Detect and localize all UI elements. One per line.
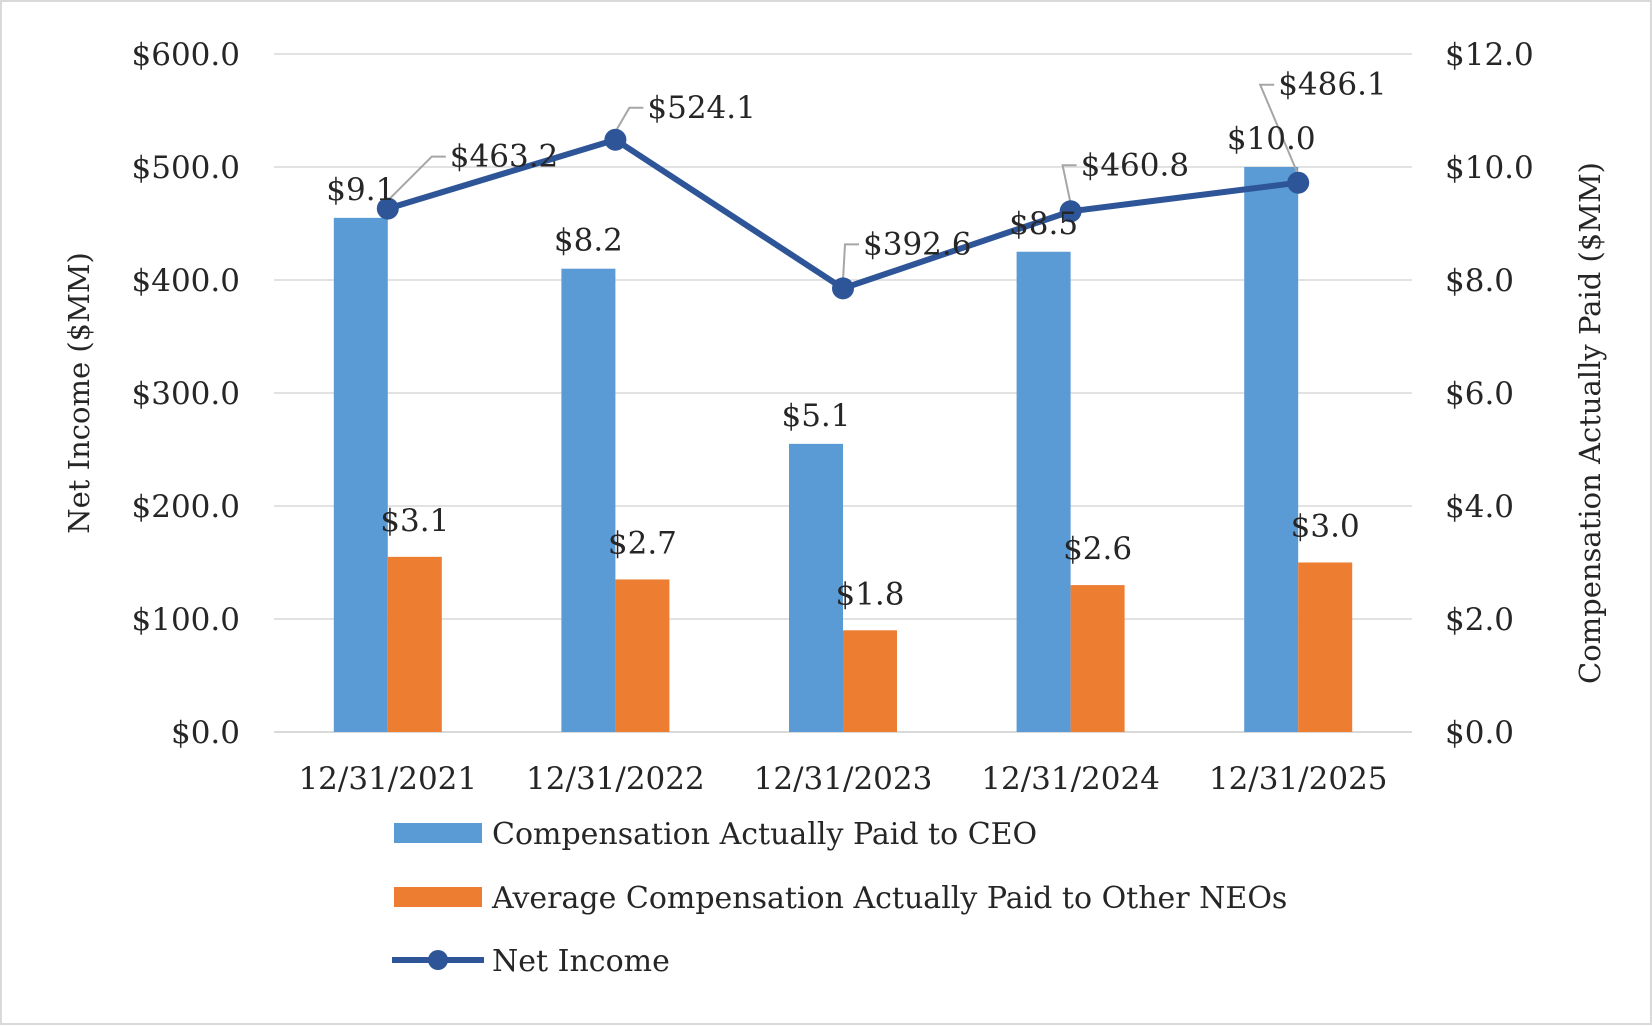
neo-bar-label: $1.8 <box>835 576 904 612</box>
neo-bar <box>843 630 897 732</box>
ceo-bar-label: $8.5 <box>1009 206 1078 242</box>
ceo-bar-label: $10.0 <box>1227 121 1316 157</box>
right-tick-label: $0.0 <box>1445 715 1514 751</box>
right-axis-title: Compensation Actually Paid ($MM) <box>1573 162 1607 684</box>
leader-line <box>842 243 859 281</box>
right-tick-label: $4.0 <box>1445 489 1514 525</box>
legend-swatch-ceo <box>394 823 482 843</box>
x-tick-label: 12/31/2024 <box>981 761 1160 797</box>
left-axis-title: Net Income ($MM) <box>62 252 96 534</box>
legend-swatch-neo <box>394 887 482 907</box>
left-tick-label: $0.0 <box>171 715 240 751</box>
left-tick-label: $300.0 <box>132 376 240 412</box>
leader-line <box>387 155 446 202</box>
left-tick-label: $400.0 <box>132 263 240 299</box>
net-income-point <box>1287 171 1310 194</box>
right-tick-label: $6.0 <box>1445 376 1514 412</box>
ceo-bar-label: $8.2 <box>554 223 623 259</box>
ceo-bar <box>333 217 388 733</box>
leader-line <box>1258 83 1300 176</box>
ceo-bar <box>561 268 616 732</box>
legend-label-neo: Average Compensation Actually Paid to Ot… <box>491 881 1287 916</box>
left-tick-label: $600.0 <box>132 37 240 73</box>
right-tick-label: $2.0 <box>1445 602 1514 638</box>
net-income-label: $524.1 <box>647 90 755 126</box>
legend-label-net-income: Net Income <box>492 944 670 979</box>
leader-lines <box>387 83 1300 281</box>
ceo-bar-label: $9.1 <box>326 172 395 208</box>
legend: Compensation Actually Paid to CEO Average… <box>392 817 1287 979</box>
ceo-bar <box>1016 251 1071 732</box>
neo-bar-label: $2.6 <box>1063 531 1132 567</box>
left-tick-label: $100.0 <box>132 602 240 638</box>
left-tick-label: $200.0 <box>132 489 240 525</box>
ceo-bar-label: $5.1 <box>781 398 850 434</box>
axes: $0.0 $0.0 $100.0 $2.0 $200.0 $4.0 $300.0 $6.0 $4… <box>62 37 1607 797</box>
neo-bar <box>387 556 442 732</box>
x-tick-label: 12/31/2025 <box>1209 761 1388 797</box>
x-tick-label: 12/31/2023 <box>754 761 933 797</box>
right-tick-label: $12.0 <box>1445 37 1534 73</box>
leader-line <box>614 106 644 133</box>
bars <box>333 167 1353 733</box>
right-tick-label: $8.0 <box>1445 263 1514 299</box>
net-income-point <box>1059 200 1082 223</box>
neo-bar <box>615 579 670 732</box>
net-income-line-group <box>376 128 1310 300</box>
right-tick-label: $10.0 <box>1445 150 1534 186</box>
net-income-label: $486.1 <box>1278 67 1386 103</box>
neo-bar <box>1298 562 1353 732</box>
x-tick-label: 12/31/2021 <box>298 761 477 797</box>
neo-bar-label: $3.0 <box>1291 509 1360 545</box>
ceo-bar <box>789 443 843 732</box>
net-income-label: $463.2 <box>450 139 558 175</box>
left-tick-label: $500.0 <box>132 150 240 186</box>
data-labels: $9.1 $3.1 $8.2 $2.7 $5.1 $1.8 $8.5 $2.6 $10.0 $3.… <box>326 67 1386 613</box>
net-income-label: $460.8 <box>1081 147 1189 183</box>
neo-bar <box>1070 585 1125 732</box>
ceo-bar <box>1244 167 1299 732</box>
x-tick-label: 12/31/2022 <box>526 761 705 797</box>
neo-bar-label: $3.1 <box>380 503 449 539</box>
legend-marker-net-income <box>428 950 448 970</box>
legend-label-ceo: Compensation Actually Paid to CEO <box>492 817 1037 852</box>
neo-bar-label: $2.7 <box>608 525 677 561</box>
net-income-label: $392.6 <box>863 226 971 262</box>
net-income-point <box>832 277 854 300</box>
net-income-point <box>604 128 627 151</box>
net-income-point <box>376 197 399 220</box>
leader-line <box>1061 164 1077 204</box>
